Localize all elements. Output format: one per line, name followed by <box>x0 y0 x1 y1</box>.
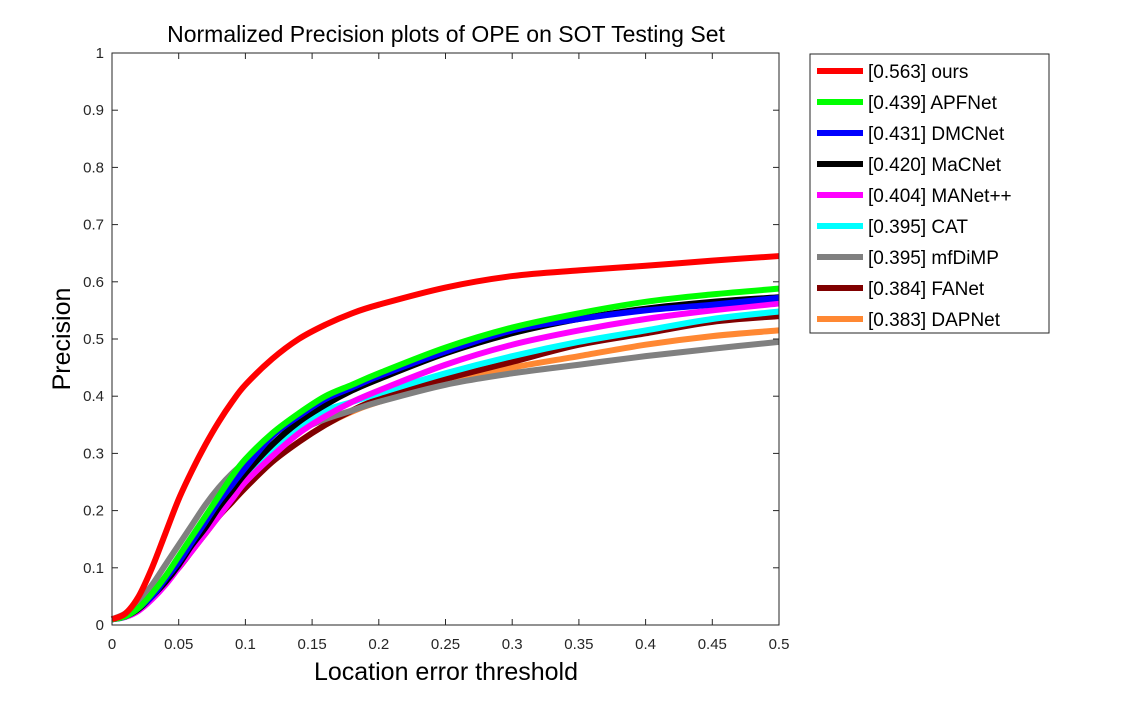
x-tick-label: 0.35 <box>564 636 593 653</box>
legend-label: [0.395] CAT <box>868 217 968 238</box>
legend-label: [0.404] MANet++ <box>868 186 1012 207</box>
y-tick-label: 0.9 <box>83 102 104 119</box>
legend-item-mfdimp: [0.395] mfDiMP <box>817 248 999 269</box>
y-axis-label: Precision <box>48 288 76 391</box>
legend-label: [0.384] FANet <box>868 279 985 300</box>
legend: [0.563] ours [0.439] APFNet [0.431] DMCNet… <box>809 53 1050 334</box>
x-axis-label: Location error threshold <box>314 658 578 686</box>
legend-item-apfnet: [0.439] APFNet <box>817 93 998 114</box>
y-axis-ticks: 0 0.1 0.2 0.3 0.4 0.5 0.6 0.7 0.8 0.9 1 <box>83 45 779 634</box>
y-tick-label: 0.6 <box>83 274 104 291</box>
legend-item-ours: [0.563] ours <box>817 62 968 83</box>
legend-item-dmcnet: [0.431] DMCNet <box>817 124 1005 145</box>
x-tick-label: 0.25 <box>431 636 460 653</box>
x-axis-ticks: 0 0.05 0.1 0.15 0.2 0.25 0.3 0.35 0.4 0.45 0.5 <box>108 53 790 653</box>
x-tick-label: 0.5 <box>769 636 790 653</box>
legend-item-fanet: [0.384] FANet <box>817 279 985 300</box>
series-lines <box>110 253 780 623</box>
legend-item-macnet: [0.420] MaCNet <box>817 155 1002 176</box>
x-tick-label: 0.4 <box>635 636 656 653</box>
x-tick-label: 0.2 <box>368 636 389 653</box>
series-line-ours <box>110 253 780 623</box>
plot-area: 0 0.05 0.1 0.15 0.2 0.25 0.3 0.35 0.4 0.45 0.5 0 0.… <box>83 45 789 653</box>
y-tick-label: 0.2 <box>83 503 104 520</box>
legend-item-manet: [0.404] MANet++ <box>817 186 1012 207</box>
legend-label: [0.563] ours <box>868 62 968 83</box>
y-tick-label: 0.7 <box>83 217 104 234</box>
y-tick-label: 0.5 <box>83 331 104 348</box>
y-tick-label: 0 <box>96 617 104 634</box>
x-tick-label: 0.05 <box>164 636 193 653</box>
legend-label: [0.395] mfDiMP <box>868 248 999 269</box>
x-tick-label: 0.1 <box>235 636 256 653</box>
legend-label: [0.439] APFNet <box>868 93 998 114</box>
legend-label: [0.420] MaCNet <box>868 155 1002 176</box>
series-line-apfnet <box>111 285 780 623</box>
y-tick-label: 1 <box>96 45 104 62</box>
y-tick-label: 0.1 <box>83 560 104 577</box>
legend-item-dapnet: [0.383] DAPNet <box>817 310 1001 331</box>
legend-label: [0.431] DMCNet <box>868 124 1005 145</box>
y-tick-label: 0.8 <box>83 159 104 176</box>
legend-item-cat: [0.395] CAT <box>817 217 968 238</box>
x-tick-label: 0.45 <box>698 636 727 653</box>
y-tick-label: 0.4 <box>83 388 104 405</box>
x-tick-label: 0.3 <box>502 636 523 653</box>
x-tick-label: 0 <box>108 636 116 653</box>
legend-label: [0.383] DAPNet <box>868 310 1001 331</box>
chart-title: Normalized Precision plots of OPE on SOT… <box>167 21 725 47</box>
y-tick-label: 0.3 <box>83 445 104 462</box>
x-tick-label: 0.15 <box>297 636 326 653</box>
